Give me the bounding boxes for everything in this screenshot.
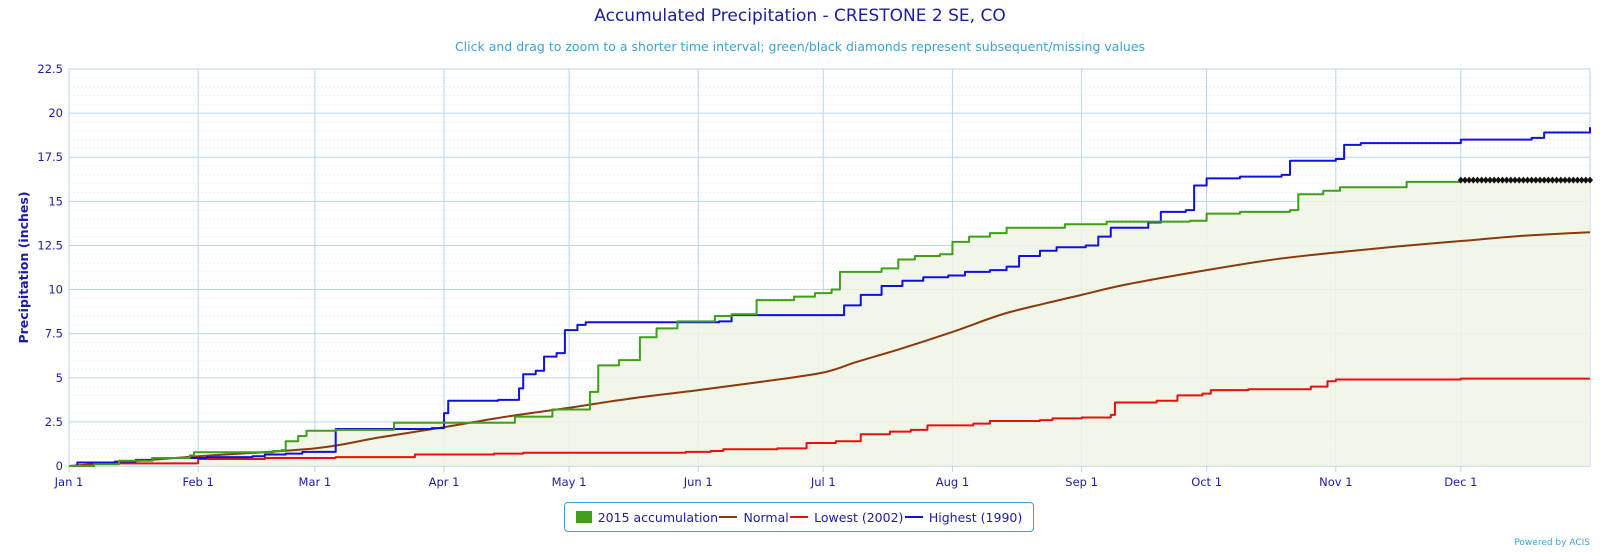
missing-value-diamond bbox=[1570, 176, 1577, 184]
y-tick-label: 20 bbox=[48, 106, 63, 120]
x-tick-label: Jul 1 bbox=[810, 475, 836, 489]
y-tick-label: 2.5 bbox=[45, 415, 63, 429]
series-2015-accumulation-area bbox=[69, 180, 1590, 466]
x-tick-label: Oct 1 bbox=[1191, 475, 1222, 489]
chart-subtitle: Click and drag to zoom to a shorter time… bbox=[454, 39, 1146, 54]
missing-value-diamond bbox=[1549, 176, 1556, 184]
missing-value-diamond bbox=[1520, 176, 1527, 184]
chart-title: Accumulated Precipitation - CRESTONE 2 S… bbox=[594, 6, 1006, 26]
series-lowest-2002 bbox=[69, 377, 1590, 467]
legend-item-lowest[interactable]: Lowest (2002) bbox=[790, 510, 903, 525]
y-tick-label: 15 bbox=[48, 194, 63, 208]
series-normal bbox=[68, 231, 1591, 467]
missing-value-diamond bbox=[1561, 176, 1568, 184]
missing-value-diamond bbox=[1557, 176, 1564, 184]
x-tick-label: Nov 1 bbox=[1319, 475, 1352, 489]
missing-value-diamond bbox=[1461, 176, 1468, 184]
missing-value-diamond bbox=[1541, 176, 1548, 184]
missing-value-diamond bbox=[1511, 176, 1518, 184]
chart-legend: 2015 accumulation Normal Lowest (2002) H… bbox=[564, 502, 1034, 532]
x-tick-label: Apr 1 bbox=[429, 475, 460, 489]
legend-swatch-lowest bbox=[790, 516, 809, 518]
missing-value-markers bbox=[1457, 176, 1593, 184]
legend-label: Highest (1990) bbox=[928, 509, 1023, 525]
series-highest-1990 bbox=[69, 127, 1591, 467]
legend-item-normal[interactable]: Normal bbox=[719, 509, 789, 525]
missing-value-diamond bbox=[1495, 176, 1502, 184]
missing-value-diamond bbox=[1486, 176, 1493, 184]
y-tick-label: 22.5 bbox=[37, 62, 63, 76]
missing-value-diamond bbox=[1474, 176, 1481, 184]
missing-value-diamond bbox=[1536, 176, 1543, 184]
credit-link[interactable]: Powered by ACIS bbox=[1514, 538, 1590, 548]
x-tick-label: Sep 1 bbox=[1065, 475, 1098, 489]
y-axis-title: Precipitation (inches) bbox=[16, 191, 31, 343]
missing-value-diamond bbox=[1545, 176, 1552, 184]
legend-swatch-normal bbox=[719, 516, 738, 518]
missing-value-diamond bbox=[1566, 176, 1573, 184]
missing-value-diamond bbox=[1582, 176, 1589, 184]
missing-value-diamond bbox=[1466, 176, 1473, 184]
x-tick-label: May 1 bbox=[552, 475, 587, 489]
x-tick-label: Jan 1 bbox=[54, 475, 84, 489]
legend-label: Lowest (2002) bbox=[814, 509, 904, 525]
missing-value-diamond bbox=[1516, 176, 1523, 184]
missing-value-diamond bbox=[1470, 176, 1477, 184]
missing-value-diamond bbox=[1478, 176, 1485, 184]
y-tick-label: 0 bbox=[56, 459, 63, 473]
missing-value-diamond bbox=[1457, 176, 1464, 184]
missing-value-diamond bbox=[1482, 176, 1489, 184]
y-tick-label: 7.5 bbox=[45, 327, 63, 341]
y-tick-label: 10 bbox=[48, 283, 63, 297]
missing-value-diamond bbox=[1587, 176, 1593, 184]
legend-label: Normal bbox=[743, 509, 789, 525]
missing-value-diamond bbox=[1507, 176, 1514, 184]
legend-label: 2015 accumulation bbox=[597, 509, 719, 525]
missing-value-diamond bbox=[1532, 176, 1539, 184]
legend-item-2015-accumulation[interactable]: 2015 accumulation bbox=[575, 509, 719, 525]
x-tick-label: Mar 1 bbox=[299, 475, 332, 489]
y-tick-label: 17.5 bbox=[37, 150, 63, 164]
x-tick-label: Feb 1 bbox=[183, 475, 214, 489]
missing-value-diamond bbox=[1528, 176, 1535, 184]
x-tick-label: Aug 1 bbox=[936, 475, 969, 489]
legend-item-highest[interactable]: Highest (1990) bbox=[904, 509, 1023, 525]
y-tick-label: 12.5 bbox=[37, 238, 63, 252]
missing-value-diamond bbox=[1499, 176, 1506, 184]
legend-swatch-highest bbox=[904, 516, 923, 518]
missing-value-diamond bbox=[1553, 176, 1560, 184]
x-tick-label: Dec 1 bbox=[1444, 475, 1477, 489]
y-tick-label: 5 bbox=[56, 371, 63, 385]
missing-value-diamond bbox=[1503, 176, 1510, 184]
legend-swatch-accumulation bbox=[575, 511, 592, 523]
missing-value-diamond bbox=[1578, 176, 1585, 184]
missing-value-diamond bbox=[1524, 176, 1531, 184]
missing-value-diamond bbox=[1491, 176, 1498, 184]
x-tick-label: Jun 1 bbox=[683, 475, 713, 489]
series-2015-accumulation bbox=[69, 180, 1462, 467]
missing-value-diamond bbox=[1574, 176, 1581, 184]
